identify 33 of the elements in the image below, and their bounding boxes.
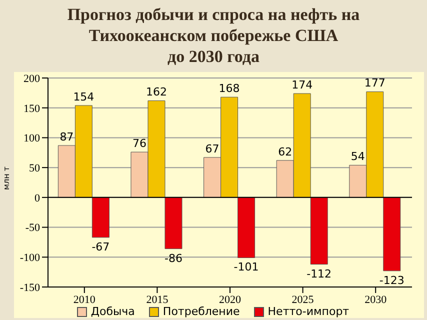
x-tick-label: 2015 [146, 294, 169, 306]
x-tick-label: 2025 [292, 294, 314, 306]
data-label: 154 [73, 90, 94, 104]
data-label: 177 [364, 76, 386, 90]
y-tick-label: 100 [24, 132, 40, 145]
y-tick-label: 200 [24, 72, 40, 85]
y-tick-label: 150 [24, 102, 40, 115]
x-tick-label: 2010 [73, 294, 96, 306]
data-label: 67 [205, 142, 220, 156]
data-label: 162 [146, 86, 167, 99]
y-tick-label: -150 [20, 282, 40, 294]
data-label: -101 [234, 260, 259, 274]
legend-label: Нетто-импорт [268, 305, 350, 318]
data-label: 168 [218, 82, 240, 96]
data-label: 76 [132, 137, 146, 150]
y-axis-title: млн т [2, 166, 11, 190]
data-label: -112 [306, 267, 332, 280]
x-tick-label: 2030 [364, 294, 388, 306]
legend-label: Добыча [90, 305, 135, 318]
y-tick-label: 0 [34, 192, 40, 204]
data-label: 87 [60, 130, 74, 144]
chart-title: Прогноз добычи и спроса на нефть на Тихоокеанском побережье США до 2030 года [66, 4, 361, 67]
data-label: -67 [92, 240, 110, 254]
y-tick-label: -50 [25, 222, 40, 234]
y-tick-label: 50 [29, 162, 40, 174]
x-tick-label: 2020 [219, 294, 242, 306]
y-tick-label: -100 [20, 252, 40, 264]
legend-label: Потребление [162, 305, 240, 318]
data-label: -86 [164, 252, 182, 265]
data-label: -123 [379, 274, 404, 287]
data-label: 174 [292, 78, 313, 92]
data-label: 54 [350, 150, 365, 164]
data-label: 62 [278, 145, 292, 158]
